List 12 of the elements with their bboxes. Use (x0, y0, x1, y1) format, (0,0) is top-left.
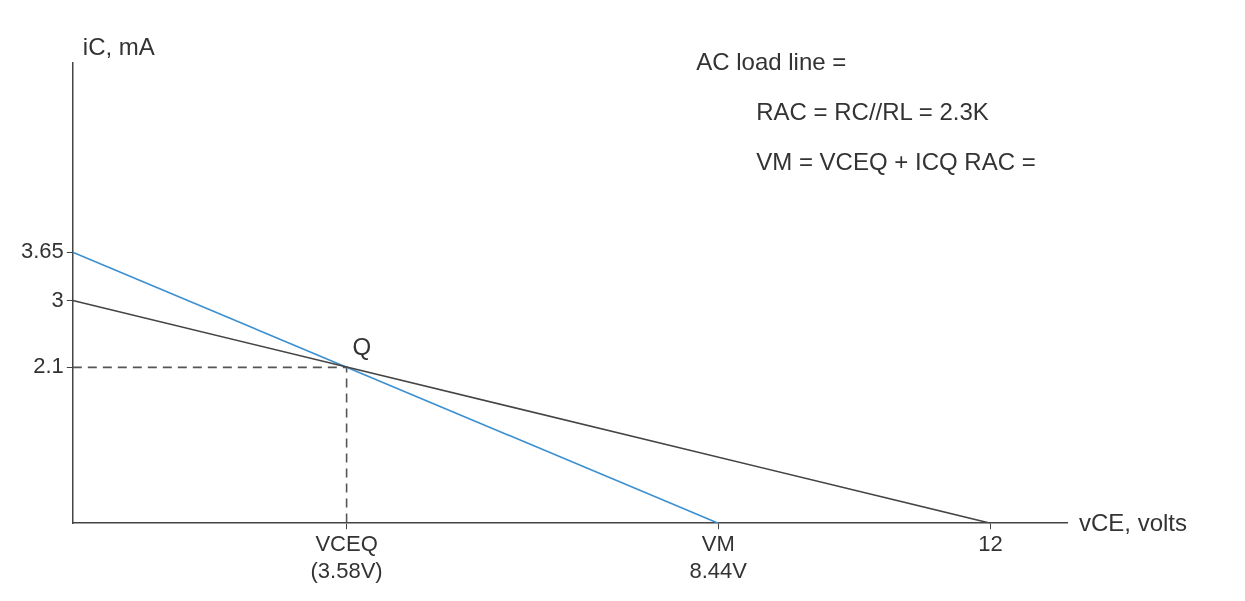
x-tick-label: VM 8.44V (689, 531, 748, 583)
x-tick-label: 12 (978, 531, 1003, 557)
y-tick-label: 3.65 (20, 238, 64, 264)
annotation: Q (352, 333, 372, 361)
y-tick-label: 2.1 (33, 353, 64, 379)
annotation: RAC = RC//RL = 2.3K (756, 98, 989, 125)
x-axis-title: vCE, volts (1079, 509, 1188, 537)
y-axis-title: iC, mA (82, 33, 155, 60)
annotation: VM = VCEQ + ICQ RAC = (756, 148, 1036, 175)
x-tick-label: VCEQ (3.58V) (310, 531, 383, 583)
y-tick-label: 3 (51, 286, 64, 312)
annotation: AC load line = (696, 48, 847, 75)
